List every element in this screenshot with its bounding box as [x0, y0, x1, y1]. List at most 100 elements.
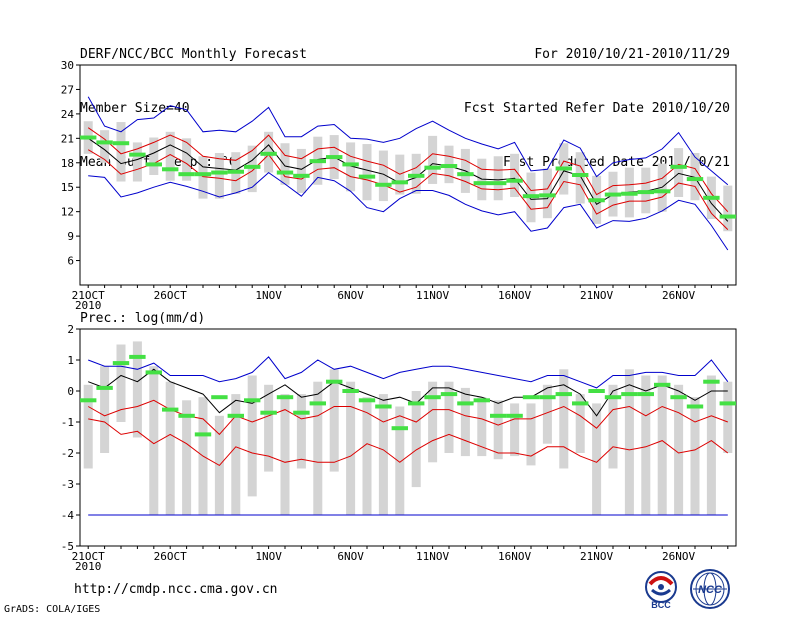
prec-ensemble-box: [83, 384, 93, 469]
prec-xtick-label: 1NOV: [255, 550, 282, 563]
temp-ensemble-box: [149, 137, 159, 175]
temp-ensemble-box: [214, 153, 224, 199]
prec-member-mark: [522, 395, 540, 400]
prec-frame: [79, 328, 737, 547]
prec-member-mark: [424, 395, 441, 400]
prec-xtick-label: 21OCT: [72, 550, 105, 563]
prec-member-mark: [506, 413, 523, 418]
temp-max-line: [87, 96, 729, 186]
temp-member-mark: [440, 164, 458, 169]
temp-ensemble-box: [346, 142, 356, 192]
temp-member-mark: [112, 141, 130, 146]
temp-member-mark: [194, 172, 212, 177]
header-right: For 2010/10/21-2010/11/29 Fcst Started R…: [464, 10, 730, 190]
temp-xtick-label: 26NOV: [662, 289, 695, 302]
temp-member-mark: [129, 152, 146, 157]
prec-ytick-label: 1: [67, 354, 74, 367]
temp-ensemble-box: [428, 135, 438, 184]
temp-ensemble-box: [132, 142, 142, 182]
prec-upper-spread-line: [87, 399, 728, 436]
prec-xtick-label: 21NOV: [580, 550, 613, 563]
prec-member-mark: [178, 413, 195, 418]
temp-member-mark: [588, 198, 605, 203]
prec-mean-line: [88, 368, 728, 417]
temp-xtick-label: 6NOV: [337, 289, 364, 302]
prec-member-mark: [686, 404, 704, 409]
temp-frame: [79, 64, 737, 286]
prec-member-mark: [719, 401, 736, 406]
prec-ensemble-box: [723, 381, 733, 453]
prec-ensemble-box: [231, 394, 241, 515]
source-url[interactable]: http://cmdp.ncc.cma.gov.cn: [74, 582, 278, 597]
temp-min-line: [88, 171, 729, 251]
prec-member-mark: [375, 404, 392, 409]
temp-ensemble-box: [575, 152, 585, 204]
prec-ensemble-box: [526, 403, 536, 466]
prec-ensemble-box: [559, 369, 569, 469]
temp-ensemble-box: [116, 122, 126, 182]
prec-member-mark: [80, 398, 97, 403]
temp-member-mark: [621, 191, 638, 196]
prec-ensemble-box: [362, 397, 372, 515]
temp-member-mark: [703, 195, 720, 200]
temp-member-mark: [490, 181, 507, 186]
prec-member-mark: [358, 398, 376, 403]
temp-member-mark: [604, 192, 622, 197]
prec-ytick-label: -2: [61, 447, 74, 460]
prec-member-mark: [96, 385, 113, 390]
prec-ensemble-box: [542, 384, 552, 444]
prec-ensemble-box: [460, 387, 470, 457]
temp-ytick-label: 6: [67, 255, 74, 268]
prec-member-mark: [490, 413, 507, 418]
temp-ensemble-box: [411, 153, 421, 194]
prec-member-mark: [703, 379, 720, 384]
temp-member-mark: [342, 162, 359, 167]
temp-ytick-label: 30: [61, 59, 74, 72]
prec-ensemble-box: [641, 375, 651, 515]
prec-member-mark: [621, 392, 638, 397]
temp-ytick-label: 24: [61, 108, 75, 121]
temp-member-mark: [80, 135, 97, 140]
prec-member-mark: [129, 354, 146, 359]
prec-member-mark: [145, 370, 162, 375]
prec-member-mark: [276, 395, 294, 400]
prec-member-mark: [408, 401, 425, 406]
prec-max-line: [88, 356, 729, 389]
prec-ensemble-box: [395, 406, 405, 515]
prec-member-mark: [211, 395, 228, 400]
prec-ytick-label: -1: [61, 416, 74, 429]
temp-ensemble-box: [165, 131, 175, 181]
prec-ensemble-box: [149, 366, 159, 515]
prec-ensemble-box: [706, 375, 716, 515]
prec-ensemble-box: [608, 384, 618, 469]
prec-ytick-label: -3: [61, 478, 74, 491]
temp-ensemble-box: [542, 168, 552, 219]
temp-member-mark: [408, 173, 425, 178]
prec-member-mark: [588, 389, 605, 393]
prec-ensemble-box: [444, 381, 454, 453]
prec-member-mark: [227, 413, 244, 418]
prec-member-mark: [326, 379, 343, 384]
prec-member-mark: [670, 395, 687, 400]
prec-chart: -5 -4 -3 -2 -1 0 1 2 21OCT 26OCT 1NOV 6NOV 11NOV 16NO…: [61, 323, 737, 573]
temp-ensemble-box: [378, 150, 388, 202]
prec-ensemble-box: [674, 384, 684, 515]
prec-ensemble-box: [428, 381, 438, 463]
prec-member-mark: [654, 382, 671, 387]
temp-member-mark: [178, 172, 195, 177]
temp-member-mark: [309, 159, 326, 164]
prec-ytick-label: 2: [67, 323, 74, 336]
temp-xtick-label: 21NOV: [580, 289, 613, 302]
prec-member-mark: [244, 398, 261, 403]
temp-member-mark: [211, 170, 228, 175]
temp-ytick-label: 12: [61, 206, 74, 219]
prec-member-mark: [555, 392, 572, 397]
ncc-logo-text: NCC: [698, 584, 723, 596]
temp-ensemble-box: [362, 144, 372, 201]
prec-ensemble-box: [657, 375, 667, 515]
prec-member-mark: [539, 395, 556, 400]
prec-member-mark: [637, 392, 654, 397]
temp-ensemble-box: [493, 156, 503, 201]
ncc-logo: NCC: [690, 569, 730, 609]
